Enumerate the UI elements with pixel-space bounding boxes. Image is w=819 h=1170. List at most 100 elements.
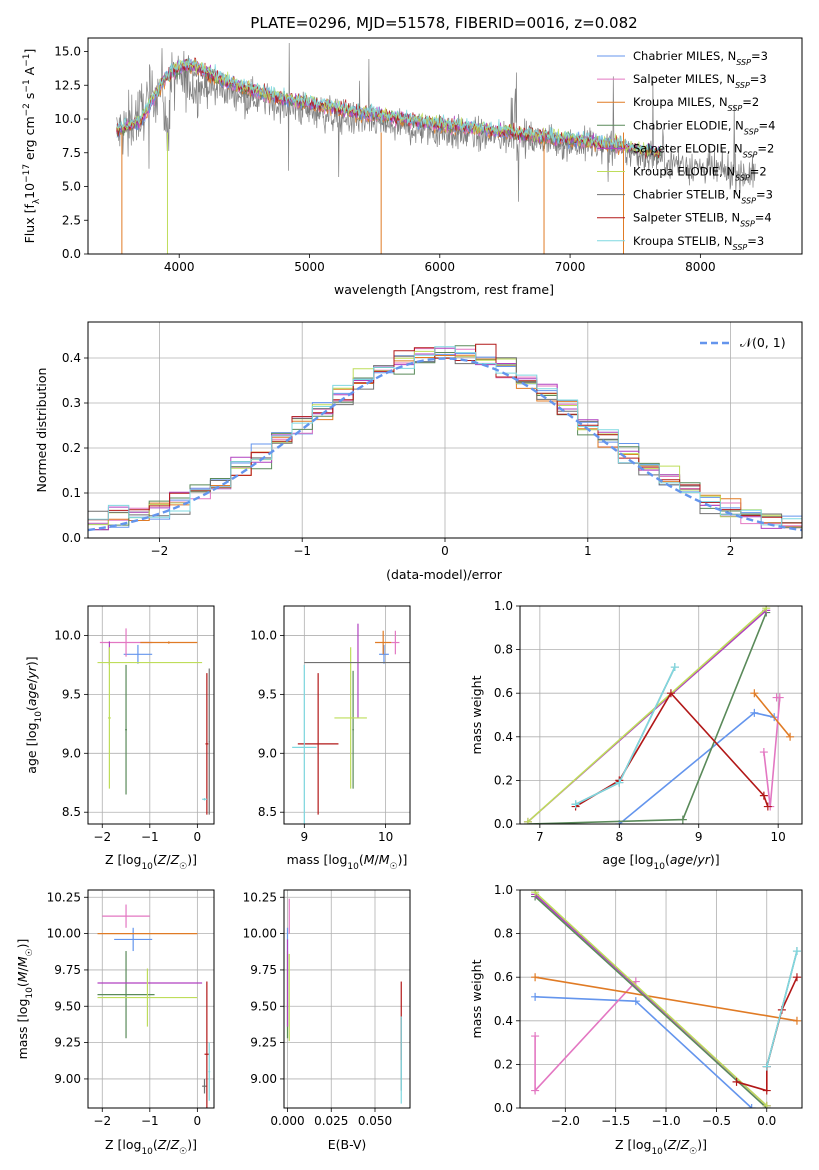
legend-entry: Kroupa MILES, NSSP=2 [597,95,759,113]
series-marker [772,693,781,702]
model-spectrum-kroupa-elodie [116,59,662,157]
x-tick-label: −1 [141,830,159,844]
y-tick-label: 9.75 [54,963,81,977]
y-axis-label: mass weight [469,959,484,1038]
axes-frame [519,889,803,1109]
x-axis-label: Z [log10(Z/Z☉)] [105,1137,197,1157]
x-axis-label: Z [log10(Z/Z☉)] [105,852,197,872]
series-marker [531,1032,540,1041]
x-tick-label: −1.0 [651,1114,680,1128]
x-axis-label: Z [log10(Z/Z☉)] [615,1137,707,1157]
y-axis-label: age [log10(age/yr)] [24,656,44,773]
legend-entry: Salpeter MILES, NSSP=3 [597,72,767,90]
series-marker [531,973,540,982]
series-line [534,976,798,1022]
series-kroupa-miles [750,689,795,741]
axes-frame [87,605,215,825]
x-tick-label: 0.0 [757,1114,776,1128]
legend-entry: Salpeter ELODIE, NSSP=2 [597,141,774,159]
legend-label: 𝒩(0, 1) [740,335,786,350]
legend: Chabrier MILES, NSSP=3 Salpeter MILES, NS… [597,49,775,251]
y-tick-label: 9.5 [62,687,81,701]
x-tick-label: 0.000 [270,1114,304,1128]
errorbar-chabrier-miles [114,927,153,952]
y-tick-label: 0.0 [62,531,81,545]
axes-frame [283,889,411,1109]
y-tick-label: 10.00 [47,927,81,941]
plot-mass-vs-Z: −2 −1 0 9.00 9.25 9.50 9.75 10.00 10.25 Z [log10(… [15,889,215,1157]
y-tick-label: 5.0 [62,180,81,194]
series-marker [666,689,675,698]
plot-area [292,623,410,824]
errorbar-chabrier-stelib [202,1078,207,1094]
normal-curve [88,357,802,532]
plot-area [116,42,756,254]
y-tick-label: 10.25 [47,890,81,904]
x-tick-label: 0.025 [314,1114,348,1128]
y-tick-label: 9.00 [54,1072,81,1086]
series-chabrier-elodie [531,892,771,1108]
series-marker [750,708,759,717]
plot-mass-vs-ebv: 0.000 0.025 0.050 9.00 9.25 9.50 9.75 10.00 10.2… [243,889,411,1152]
y-tick-label: 9.50 [250,999,277,1013]
x-tick-label: 9 [695,830,703,844]
y-tick-label: 0.0 [494,1101,513,1115]
x-tick-label: 6000 [425,260,456,274]
y-axis-label: mass [log10(M/M☉)] [15,939,35,1060]
errorbar-salpeter-miles [102,904,150,928]
plot-area [97,628,210,815]
y-tick-label: 9.00 [250,1072,277,1086]
plot-weight-vs-Z: −2.0 −1.5 −1.0 −0.5 0.0 0.0 0.2 0.4 0.6 0.8 1.0 Z [… [469,883,803,1157]
plot-area [523,606,795,824]
series-line [527,612,768,824]
histogram-kroupa-stelib [88,346,802,526]
legend-label: Chabrier MILES, NSSP=3 [633,49,768,67]
y-tick-label: 9.75 [250,963,277,977]
y-tick-label: 8.5 [258,805,277,819]
series-marker [523,817,532,824]
axes-frame [87,889,215,1109]
series-marker [759,791,768,800]
series-line [534,891,768,1107]
x-tick-label: −1 [293,544,311,558]
series-marker [762,1101,771,1108]
series-kroupa-stelib [571,663,679,809]
errorbar-salpeter-stelib [204,981,210,1108]
x-tick-label: 0 [194,830,202,844]
series-marker [792,973,801,982]
x-tick-label: −1.5 [601,1114,630,1128]
series-marker [531,992,540,1001]
y-tick-label: 0.4 [494,1014,513,1028]
y-tick-label: 2.5 [62,213,81,227]
series-line [618,711,775,824]
y-tick-label: 0.4 [494,730,513,744]
x-tick-label: −2 [93,830,111,844]
legend-entry: Chabrier MILES, NSSP=3 [597,49,768,67]
x-tick-label: 7000 [555,260,586,274]
errorbar-chabrier-miles [123,644,153,664]
panels: 4000 5000 6000 7000 80000.02.55.07.510.012.5… [15,37,803,1157]
series-line [753,692,791,738]
y-tick-label: 0.1 [62,486,81,500]
series-marker [763,802,772,811]
series-marker [678,815,687,824]
plot-area [88,343,802,532]
y-tick-label: 9.25 [250,1036,277,1050]
y-tick-label: 10.0 [54,112,81,126]
series-marker [750,689,759,698]
series-line [527,607,767,823]
y-tick-label: 10.00 [243,927,277,941]
x-tick-label: 10 [378,830,393,844]
errorbar-kroupa-elodie [334,647,367,789]
axes-frame [519,605,803,825]
plot-age-vs-Z: −2 −1 0 8.5 9.0 9.5 10.0 Z [log10(Z/Z☉)] age [lo… [24,605,215,872]
legend-entry: Salpeter STELIB, NSSP=4 [597,211,772,228]
y-tick-label: 9.0 [258,746,277,760]
y-tick-label: 15.0 [54,45,81,59]
x-tick-label: 4000 [164,260,195,274]
model-spectrum-kroupa-stelib [116,57,662,155]
figure-title: PLATE=0296, MJD=51578, FIBERID=0016, z=0… [250,14,637,32]
x-tick-label: −1 [141,1114,159,1128]
errorbar-chabrier-elodie [352,670,354,789]
x-tick-label: 2 [727,544,735,558]
